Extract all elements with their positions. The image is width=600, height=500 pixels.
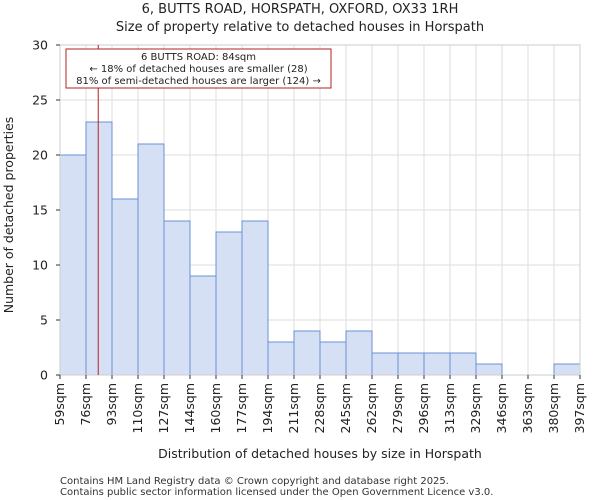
histogram-bar xyxy=(423,352,451,376)
histogram-bar xyxy=(371,352,399,376)
histogram-bar xyxy=(85,121,113,376)
histogram-bar xyxy=(189,275,217,376)
histogram-bar xyxy=(137,143,165,376)
x-tick-label: 279sqm xyxy=(390,383,405,433)
x-tick-label: 329sqm xyxy=(468,383,483,433)
chart-title: 6, BUTTS ROAD, HORSPATH, OXFORD, OX33 1R… xyxy=(142,2,459,17)
histogram-bar xyxy=(345,330,373,376)
histogram-bar xyxy=(111,198,139,376)
histogram-bar xyxy=(449,352,477,376)
x-tick-label: 59sqm xyxy=(52,383,67,426)
x-tick-label: 160sqm xyxy=(208,383,223,433)
footer-line-1: Contains HM Land Registry data © Crown c… xyxy=(60,476,449,487)
chart-subtitle: Size of property relative to detached ho… xyxy=(116,20,484,35)
x-tick-label: 177sqm xyxy=(234,383,249,433)
y-tick-label: 10 xyxy=(32,258,48,273)
x-tick-label: 211sqm xyxy=(286,383,301,433)
x-tick-label: 380sqm xyxy=(546,383,561,433)
x-tick-label: 144sqm xyxy=(182,383,197,433)
y-tick-label: 25 xyxy=(32,93,48,108)
x-tick-label: 363sqm xyxy=(520,383,535,433)
annotation-line-3: 81% of semi-detached houses are larger (… xyxy=(76,76,321,87)
x-tick-label: 397sqm xyxy=(572,383,587,433)
y-axis-ticks: 0 5 10 15 20 25 30 xyxy=(32,38,60,383)
x-tick-label: 76sqm xyxy=(78,383,93,426)
histogram-bar xyxy=(163,220,191,376)
histogram-bar xyxy=(215,231,243,376)
y-tick-label: 30 xyxy=(32,38,48,53)
histogram-bar xyxy=(475,363,503,376)
x-tick-label: 194sqm xyxy=(260,383,275,433)
histogram-bar xyxy=(59,154,87,376)
x-tick-label: 110sqm xyxy=(130,383,145,433)
histogram-bar xyxy=(241,220,269,376)
y-tick-label: 0 xyxy=(40,368,48,383)
x-tick-label: 346sqm xyxy=(494,383,509,433)
footer-line-2: Contains public sector information licen… xyxy=(60,487,493,498)
x-tick-label: 228sqm xyxy=(312,383,327,433)
x-tick-label: 313sqm xyxy=(442,383,457,433)
x-tick-label: 262sqm xyxy=(364,383,379,433)
y-tick-label: 15 xyxy=(32,203,48,218)
y-axis-label: Number of detached properties xyxy=(1,117,16,314)
annotation-line-1: 6 BUTTS ROAD: 84sqm xyxy=(141,52,256,63)
annotation-frame xyxy=(65,48,332,89)
x-axis-ticks: 59sqm 76sqm 93sqm 110sqm 127sqm 144sqm 160sqm 1… xyxy=(52,375,587,433)
histogram-bar xyxy=(553,363,581,376)
histogram-bar xyxy=(397,352,425,376)
x-axis-label: Distribution of detached houses by size … xyxy=(158,446,482,461)
annotation-line-2: ← 18% of detached houses are smaller (28… xyxy=(89,64,307,75)
histogram-bar xyxy=(267,341,295,376)
x-tick-label: 245sqm xyxy=(338,383,353,433)
histogram-bar xyxy=(319,341,347,376)
histogram-bar xyxy=(293,330,321,376)
y-tick-label: 5 xyxy=(40,313,48,328)
x-tick-label: 296sqm xyxy=(416,383,431,433)
bars xyxy=(59,121,581,376)
y-tick-label: 20 xyxy=(32,148,48,163)
x-tick-label: 127sqm xyxy=(156,383,171,433)
x-tick-label: 93sqm xyxy=(104,383,119,426)
annotation-box: 6 BUTTS ROAD: 84sqm ← 18% of detached ho… xyxy=(65,48,332,89)
